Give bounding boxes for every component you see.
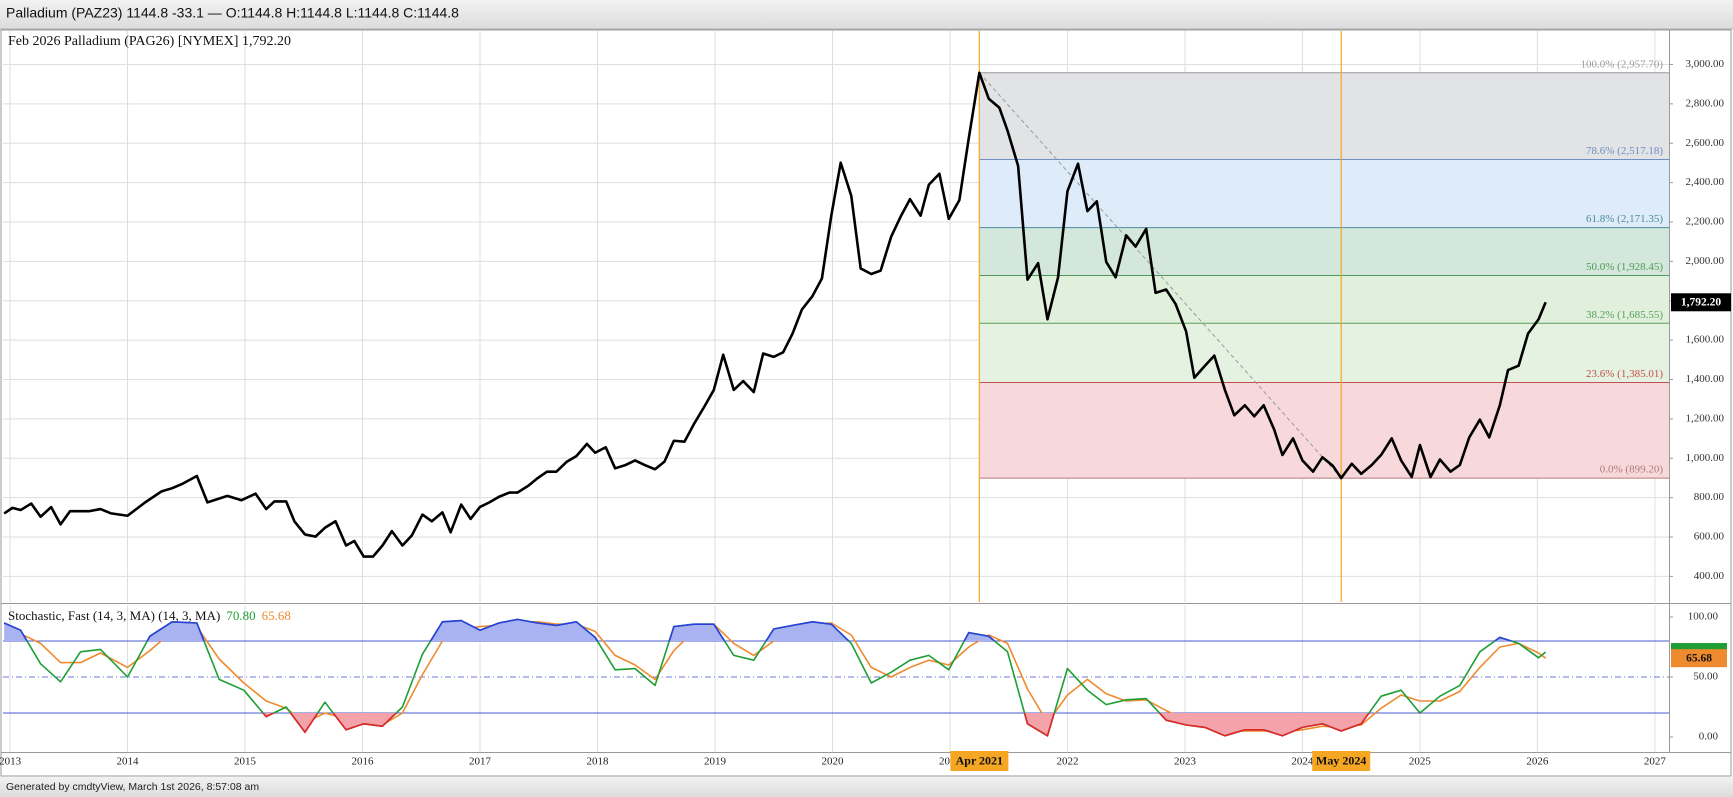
x-tick-label: 2015: [234, 756, 257, 768]
y-tick-label: 1,400.00: [1686, 373, 1725, 385]
fib-level-label: 100.0% (2,957.70): [1581, 58, 1664, 70]
last-value-label: 1,792.20: [1681, 296, 1722, 308]
fib-level-label: 61.8% (2,171.35): [1586, 213, 1663, 225]
y-tick-label: 2,200.00: [1686, 216, 1725, 228]
readout-label: 70.80: [226, 608, 255, 623]
x-tick-label: 2019: [704, 756, 727, 768]
y-tick-label: 1,600.00: [1686, 334, 1725, 346]
fib-zone: [979, 159, 1669, 228]
x-tick-label: 2016: [352, 756, 375, 768]
y-tick-label: 800.00: [1694, 491, 1725, 503]
y-tick-label: 1,000.00: [1686, 452, 1725, 464]
header-text: Palladium (PAZ23) 1144.8 -33.1 — O:1144.…: [6, 5, 459, 21]
fib-level-label: 50.0% (1,928.45): [1586, 261, 1663, 273]
date-badge: [950, 751, 1009, 771]
x-tick-label: 2024: [1291, 756, 1314, 768]
y-tick-label: 100.00: [1688, 611, 1719, 623]
plot-layer: 400.00 600.00 800.00 1,000.00 1,200.00 1,400.…: [0, 30, 1731, 771]
fib-zone: [979, 382, 1669, 479]
date-badge-label: May 2024: [1316, 753, 1366, 767]
x-tick-label: 2018: [586, 756, 609, 768]
y-tick-label: 400.00: [1694, 570, 1725, 582]
x-tick-label: 2027: [1644, 756, 1667, 768]
x-tick-label: 2025: [1409, 756, 1432, 768]
fib-level-label: 38.2% (1,685.55): [1586, 309, 1663, 321]
panel-title: Feb 2026 Palladium (PAG26) [NYMEX] 1,792…: [8, 34, 291, 49]
footer-text: Generated by cmdtyView, March 1st 2026, …: [6, 781, 259, 793]
y-tick-label: 2,400.00: [1686, 176, 1725, 188]
y-tick-label: 600.00: [1694, 531, 1725, 543]
last-value-badge: [1671, 293, 1731, 312]
y-tick-label: 3,000.00: [1686, 58, 1725, 70]
y-tick-label: 50.00: [1693, 671, 1718, 683]
date-badge-label: Apr 2021: [956, 753, 1003, 767]
fib-zone: [979, 227, 1669, 276]
readout-badge-label: 65.68: [1686, 652, 1712, 664]
fib-level-label: 0.0% (899.20): [1600, 464, 1664, 476]
footer-bar: [0, 777, 1733, 797]
x-tick-label: 2023: [1174, 756, 1197, 768]
header-bar: [0, 0, 1733, 29]
readout-badge: [1671, 649, 1727, 668]
series-line: [3, 71, 1547, 558]
readout-label: 65.68: [262, 608, 291, 623]
oversold-line: [262, 713, 1422, 738]
x-tick-label: 2020: [821, 756, 844, 768]
y-tick-label: 1,200.00: [1686, 412, 1725, 424]
date-badge: [1312, 751, 1371, 771]
x-tick-label: 2013: [0, 756, 22, 768]
y-tick-label: 2,000.00: [1686, 255, 1725, 267]
overbought-fill: [4, 619, 1546, 641]
fib-level-label: 78.6% (2,517.18): [1586, 145, 1663, 157]
x-tick-label: 2022: [1056, 756, 1078, 768]
x-tick-label: 2026: [1526, 756, 1549, 768]
x-tick-label: 2014: [117, 756, 140, 768]
y-tick-label: 2,800.00: [1686, 97, 1725, 109]
y-tick-label: 0.00: [1699, 731, 1719, 743]
overbought-line: [3, 618, 1514, 641]
fib-zone: [979, 275, 1669, 324]
x-tick-label: 2017: [469, 756, 492, 768]
fib-level-label: 23.6% (1,385.01): [1586, 368, 1663, 380]
y-tick-label: 2,600.00: [1686, 137, 1725, 149]
fib-zone: [979, 72, 1669, 160]
fib-zone: [979, 323, 1669, 383]
panel-title: Stochastic, Fast (14, 3, MA) (14, 3, MA): [8, 608, 220, 623]
